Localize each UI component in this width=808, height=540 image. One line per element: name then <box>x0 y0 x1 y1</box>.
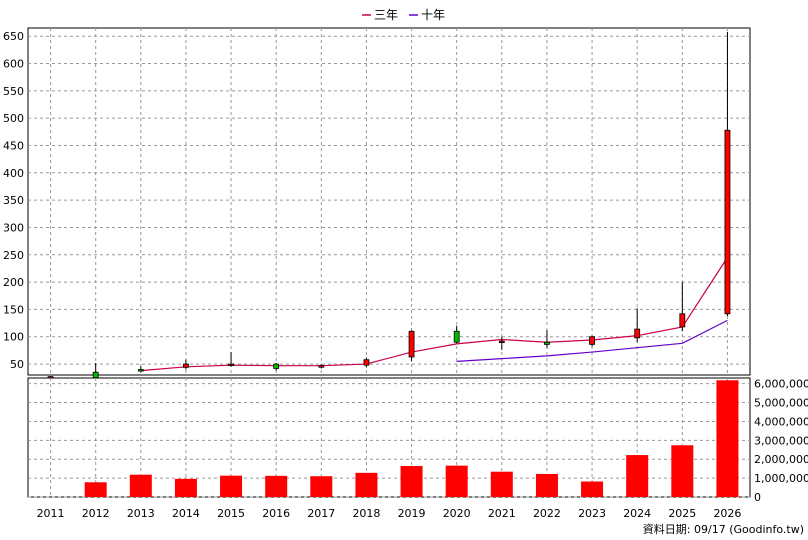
volume-bar <box>265 475 288 497</box>
x-tick-label: 2016 <box>262 507 290 520</box>
price-y-tick-label: 50 <box>10 358 24 371</box>
candle-body <box>273 363 280 369</box>
series-line-3y <box>140 257 728 372</box>
x-tick-label: 2015 <box>217 507 245 520</box>
volume-y-tick-label: 1,000,000 <box>754 472 808 485</box>
x-tick-label: 2013 <box>127 507 155 520</box>
legend-label-3y: 三年 <box>374 8 398 22</box>
candle-body <box>92 371 99 379</box>
volume-bar <box>716 380 739 497</box>
legend-label-10y: 十年 <box>421 8 445 22</box>
candle-body <box>137 369 144 372</box>
price-y-tick-label: 500 <box>3 112 24 125</box>
price-y-tick-label: 600 <box>3 58 24 71</box>
volume-y-tick-label: 0 <box>754 491 761 504</box>
price-y-tick-label: 150 <box>3 303 24 316</box>
x-tick-label: 2012 <box>82 507 110 520</box>
x-tick-label: 2020 <box>443 507 471 520</box>
volume-y-tick-label: 5,000,000 <box>754 397 808 410</box>
volume-bar <box>129 474 152 497</box>
x-tick-label: 2023 <box>578 507 606 520</box>
volume-bar <box>400 466 423 497</box>
volume-bar <box>445 465 468 497</box>
volume-bar <box>671 445 694 497</box>
price-y-tick-label: 300 <box>3 221 24 234</box>
price-y-tick-label: 400 <box>3 167 24 180</box>
price-y-tick-label: 250 <box>3 249 24 262</box>
price-y-tick-label: 450 <box>3 139 24 152</box>
x-tick-label: 2025 <box>668 507 696 520</box>
x-tick-label: 2011 <box>37 507 65 520</box>
price-y-tick-label: 550 <box>3 85 24 98</box>
volume-bar <box>310 476 333 497</box>
volume-bar <box>84 482 107 497</box>
candle-body <box>228 363 234 366</box>
price-plot-frame <box>27 27 751 376</box>
volume-y-tick-label: 2,000,000 <box>754 453 808 466</box>
volume-y-tick-label: 6,000,000 <box>754 378 808 391</box>
volume-bar <box>490 471 513 497</box>
x-tick-label: 2018 <box>352 507 380 520</box>
x-tick-label: 2014 <box>172 507 200 520</box>
x-tick-label: 2021 <box>488 507 516 520</box>
x-tick-label: 2017 <box>307 507 335 520</box>
volume-bar <box>220 475 243 497</box>
candle-body <box>634 328 641 339</box>
volume-bar <box>174 478 197 497</box>
price-y-tick-label: 100 <box>3 331 24 344</box>
price-panel: 50 100 150 200 250 300 350 400 450 500 550 600 650 <box>3 27 751 379</box>
price-y-tick-label: 200 <box>3 276 24 289</box>
volume-bar <box>581 481 604 497</box>
candle-body <box>183 363 189 368</box>
x-tick-label: 2019 <box>398 507 426 520</box>
candle-body <box>453 330 460 343</box>
candle-body <box>544 341 550 345</box>
candle-body <box>408 330 415 358</box>
candle-body <box>363 359 370 366</box>
candle-body <box>724 129 731 315</box>
volume-bar <box>626 455 649 497</box>
volume-panel: 0 1,000,000 2,000,000 3,000,000 4,000,000 5,0… <box>27 377 808 504</box>
price-y-tick-label: 350 <box>3 194 24 207</box>
x-tick-label: 2022 <box>533 507 561 520</box>
x-tick-label: 2026 <box>713 507 741 520</box>
candle-body <box>679 313 686 328</box>
price-y-tick-label: 650 <box>3 30 24 43</box>
source-note: 資料日期: 09/17 (Goodinfo.tw) <box>643 522 804 536</box>
candle-body <box>318 365 325 368</box>
volume-y-tick-label: 4,000,000 <box>754 415 808 428</box>
volume-bar <box>355 472 378 497</box>
series-line-10y <box>456 319 728 362</box>
candle-body <box>498 340 505 344</box>
x-tick-label: 2024 <box>623 507 651 520</box>
volume-bar <box>535 473 558 497</box>
legend: 三年 十年 <box>362 8 445 22</box>
candle-body <box>589 336 595 345</box>
x-axis: 2011 2012 2013 2014 2015 2016 2017 2018 2019 2020… <box>37 507 742 520</box>
volume-y-tick-label: 3,000,000 <box>754 434 808 447</box>
